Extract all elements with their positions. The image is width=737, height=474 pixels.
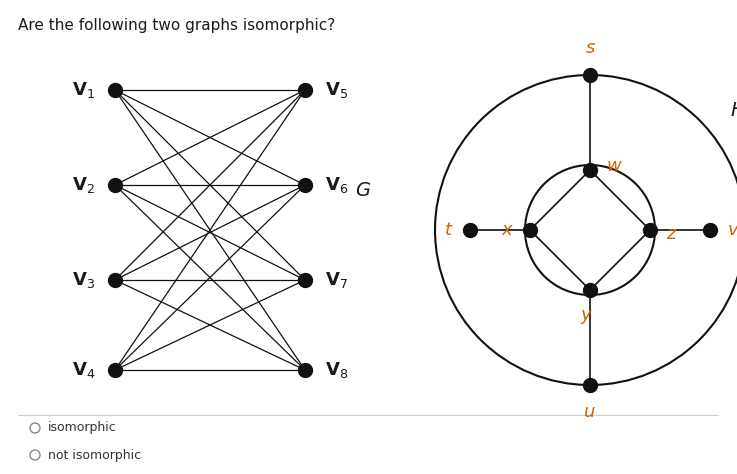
- Text: isomorphic: isomorphic: [48, 421, 116, 435]
- Text: $\mathbf{V}_{7}$: $\mathbf{V}_{7}$: [325, 270, 348, 290]
- Text: $\mathbf{V}_{4}$: $\mathbf{V}_{4}$: [71, 360, 95, 380]
- Text: $\mathbf{V}_{2}$: $\mathbf{V}_{2}$: [72, 175, 95, 195]
- Text: $\mathbf{V}_{6}$: $\mathbf{V}_{6}$: [325, 175, 349, 195]
- Text: H: H: [730, 100, 737, 119]
- Text: s: s: [585, 39, 595, 57]
- Text: $\mathbf{V}_{3}$: $\mathbf{V}_{3}$: [72, 270, 95, 290]
- Text: $\mathbf{V}_{8}$: $\mathbf{V}_{8}$: [325, 360, 349, 380]
- Text: u: u: [584, 403, 595, 421]
- Text: not isomorphic: not isomorphic: [48, 448, 141, 462]
- Text: $\mathbf{V}_{1}$: $\mathbf{V}_{1}$: [72, 80, 95, 100]
- Text: w: w: [606, 157, 621, 175]
- Text: x: x: [501, 221, 512, 239]
- Text: G: G: [355, 181, 370, 200]
- Text: v: v: [728, 221, 737, 239]
- Text: y: y: [581, 306, 591, 324]
- Text: Are the following two graphs isomorphic?: Are the following two graphs isomorphic?: [18, 18, 335, 33]
- Text: $\mathbf{V}_{5}$: $\mathbf{V}_{5}$: [325, 80, 348, 100]
- Text: z: z: [666, 225, 676, 243]
- Text: t: t: [445, 221, 452, 239]
